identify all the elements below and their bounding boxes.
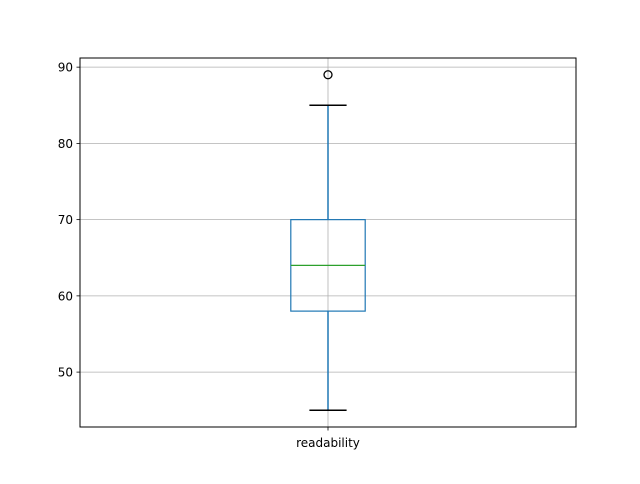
y-tick-label: 90 [58,61,73,75]
boxes [290,70,366,411]
y-axis: 50 60 70 80 90 [58,61,80,380]
y-tick-label: 70 [58,213,73,227]
axes-frame [79,57,577,428]
x-axis: readability [296,427,360,450]
y-tick-label: 50 [58,366,73,380]
y-tick-label: 80 [58,137,73,151]
x-tick-label: readability [296,436,360,450]
y-tick-label: 60 [58,289,73,303]
outlier-point [323,70,333,80]
